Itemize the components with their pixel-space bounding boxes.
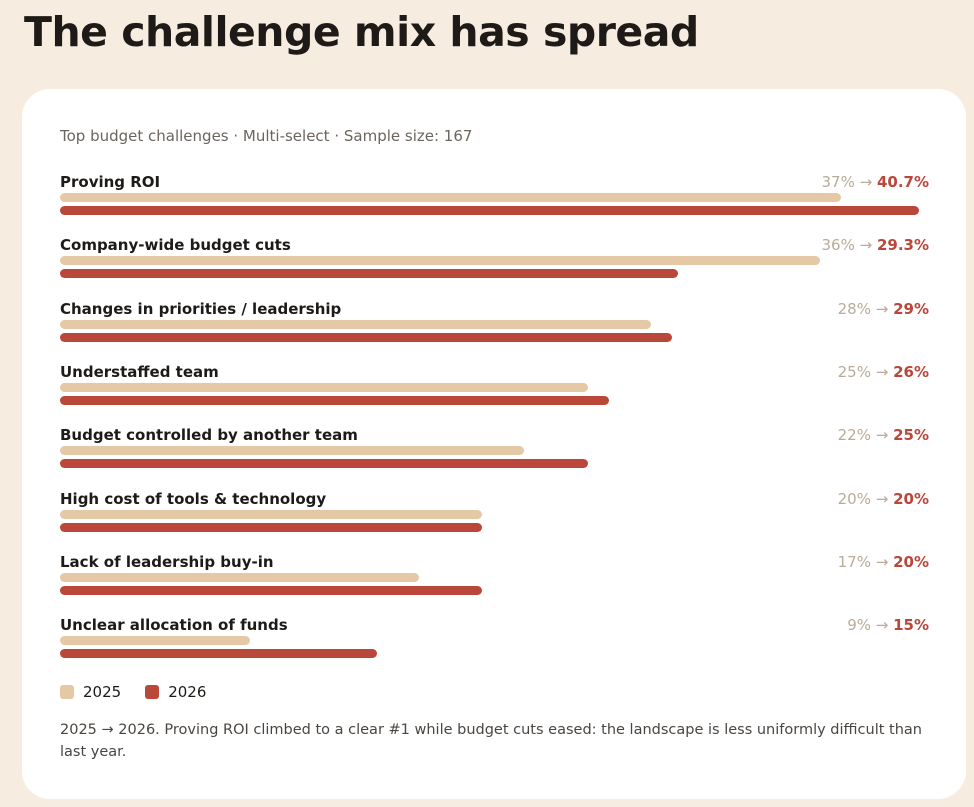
- arrow-icon: →: [870, 552, 894, 571]
- chart-row: Lack of leadership buy-in 17% → 20%: [60, 553, 929, 613]
- category-label: Changes in priorities / leadership: [60, 299, 342, 318]
- bar-2025: [60, 382, 588, 392]
- value-2026: 29.3%: [876, 236, 929, 255]
- category-label: Understaffed team: [60, 362, 219, 381]
- arrow-icon: →: [870, 426, 894, 445]
- category-label: Budget controlled by another team: [60, 426, 358, 445]
- category-label: High cost of tools & technology: [60, 489, 327, 508]
- chart-row: Company-wide budget cuts 36% → 29.3%: [60, 236, 929, 296]
- bar-2025: [60, 193, 841, 202]
- bar-2026: [60, 206, 919, 215]
- legend-item-2026: 2026: [145, 683, 206, 701]
- value-label: 17% → 20%: [838, 553, 929, 571]
- bar-2025: [60, 636, 250, 646]
- footnote: 2025 → 2026. Proving ROI climbed to a cl…: [60, 722, 922, 760]
- arrow-icon: →: [870, 616, 894, 635]
- value-2026: 29%: [893, 299, 929, 318]
- value-2026: 20%: [893, 552, 929, 571]
- page-title: The challenge mix has spread: [24, 8, 699, 56]
- legend: 2025 2026: [60, 683, 230, 701]
- bar-2025: [60, 446, 525, 456]
- value-2025: 25%: [837, 362, 871, 381]
- chart-row: Understaffed team 25% → 26%: [60, 363, 929, 423]
- value-label: 9% → 15%: [847, 616, 929, 634]
- category-label: Proving ROI: [60, 173, 161, 191]
- chart-row: Unclear allocation of funds 9% → 15%: [60, 616, 929, 676]
- bar-2025: [60, 256, 820, 266]
- value-2026: 20%: [893, 489, 929, 508]
- bar-2026: [60, 522, 483, 532]
- chart-row: Budget controlled by another team 22% → 2…: [60, 426, 929, 486]
- value-2025: 36%: [821, 236, 855, 255]
- category-label: Lack of leadership buy-in: [60, 552, 274, 571]
- value-2025: 28%: [837, 299, 871, 318]
- bar-2026: [60, 585, 483, 595]
- value-2025: 9%: [847, 616, 871, 635]
- legend-label-2025: 2025: [83, 683, 122, 701]
- bar-2026: [60, 269, 679, 279]
- arrow-icon: →: [870, 299, 894, 318]
- value-label: 28% → 29%: [838, 300, 929, 318]
- chart-card: Top budget challenges · Multi-select · S…: [22, 89, 966, 799]
- legend-swatch-2026: [145, 685, 160, 699]
- legend-swatch-2025: [60, 685, 74, 699]
- value-label: 36% → 29.3%: [822, 236, 930, 254]
- value-label: 22% → 25%: [838, 426, 929, 444]
- category-label: Company-wide budget cuts: [60, 236, 291, 255]
- arrow-icon: →: [870, 489, 894, 508]
- category-label: Unclear allocation of funds: [60, 616, 288, 635]
- bar-2025: [60, 319, 651, 329]
- chart-row: Proving ROI 37% → 40.7%: [60, 173, 929, 233]
- value-label: 37% → 40.7%: [822, 173, 930, 191]
- arrow-icon: →: [870, 362, 894, 381]
- bar-2025: [60, 509, 483, 519]
- legend-item-2025: 2025: [60, 683, 121, 701]
- value-2025: 22%: [837, 426, 871, 445]
- bar-2026: [60, 332, 673, 342]
- value-2026: 25%: [893, 426, 929, 445]
- value-2026: 26%: [893, 362, 929, 381]
- chart-row: High cost of tools & technology 20% → 20%: [60, 490, 929, 550]
- value-2025: 37%: [821, 173, 855, 191]
- value-2025: 17%: [837, 552, 871, 571]
- value-label: 20% → 20%: [838, 490, 929, 508]
- value-2025: 20%: [837, 489, 871, 508]
- chart-row: Changes in priorities / leadership 28% → …: [60, 300, 929, 360]
- arrow-icon: →: [854, 173, 877, 191]
- value-label: 25% → 26%: [838, 363, 929, 381]
- bar-2025: [60, 572, 419, 582]
- chart-subtitle: Top budget challenges · Multi-select · S…: [60, 127, 473, 145]
- arrow-icon: →: [854, 236, 877, 255]
- value-2026: 40.7%: [876, 173, 929, 191]
- value-2026: 15%: [893, 616, 929, 635]
- bar-2026: [60, 459, 588, 469]
- bar-2026: [60, 395, 609, 405]
- bar-2026: [60, 649, 377, 659]
- legend-label-2026: 2026: [168, 683, 207, 701]
